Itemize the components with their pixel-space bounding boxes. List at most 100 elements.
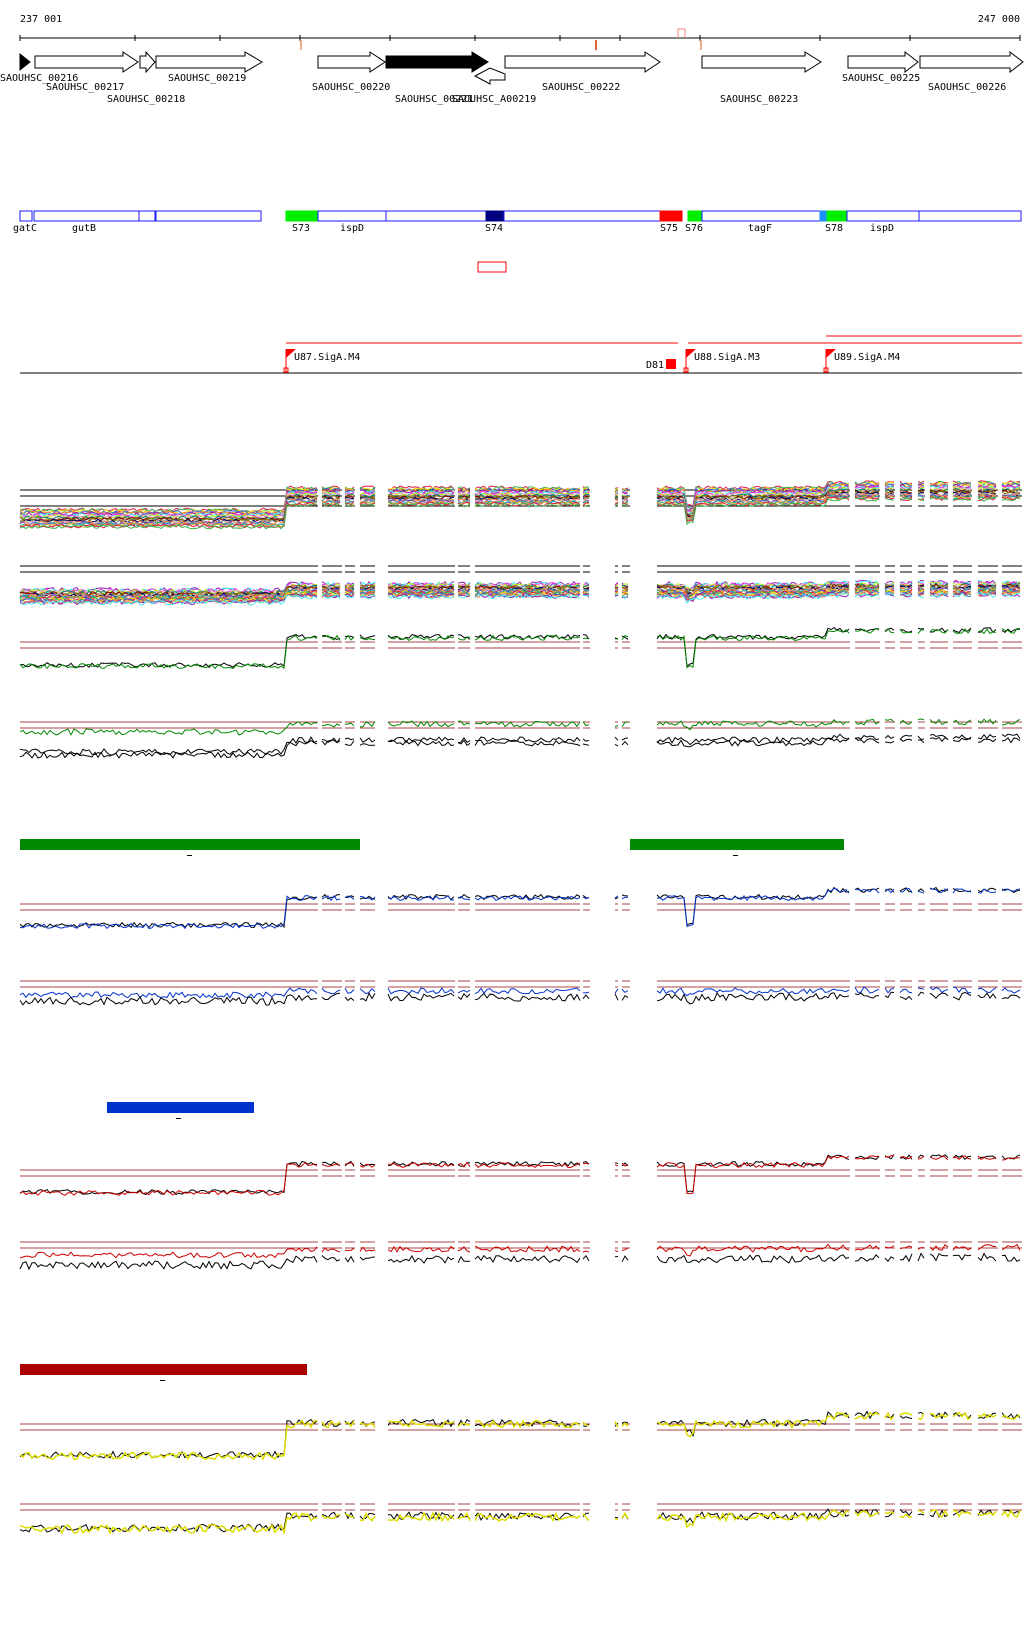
operon-box[interactable] bbox=[385, 210, 487, 222]
signal-trace bbox=[19, 733, 1021, 756]
axis-marker bbox=[300, 40, 302, 50]
promoter-label: U89.SigA.M4 bbox=[834, 352, 900, 363]
threshold-lines bbox=[20, 1169, 1022, 1177]
gene-arrow[interactable] bbox=[701, 51, 822, 73]
condition-bar[interactable] bbox=[20, 839, 360, 850]
signal-trace bbox=[19, 496, 1021, 530]
operon-box[interactable] bbox=[19, 210, 33, 222]
signal-trace bbox=[19, 1509, 1021, 1536]
signal-trace bbox=[19, 481, 1021, 515]
threshold-lines bbox=[20, 641, 1022, 649]
operon-track: gatC gutB S73 ispD S74 S75 S76 tagF S78 … bbox=[13, 210, 1022, 273]
gene-arrow[interactable] bbox=[139, 50, 156, 74]
operon-box[interactable] bbox=[918, 210, 1022, 222]
operon-box[interactable] bbox=[33, 210, 140, 222]
signal-trace bbox=[19, 592, 1021, 606]
feature-outline[interactable] bbox=[477, 261, 507, 273]
axis-end-label: 247 000 bbox=[977, 14, 1020, 25]
promoter-flag[interactable] bbox=[823, 349, 836, 373]
operon-label: S78 bbox=[825, 223, 843, 234]
segment-box[interactable] bbox=[826, 210, 848, 222]
threshold-lines bbox=[20, 903, 1022, 911]
signal-trace bbox=[19, 986, 1021, 999]
signal-trace bbox=[19, 1154, 1021, 1196]
gene-arrow[interactable] bbox=[385, 51, 489, 73]
promoter-label: D81 bbox=[646, 360, 664, 371]
promoter-flag[interactable] bbox=[683, 349, 696, 373]
operon-label: S76 bbox=[685, 223, 703, 234]
gene-arrow[interactable] bbox=[19, 52, 31, 72]
threshold-lines bbox=[20, 1503, 1022, 1511]
operon-box[interactable] bbox=[317, 210, 387, 222]
operon-box[interactable] bbox=[503, 210, 661, 222]
gene-track: SAOUHSC_00216 SAOUHSC_00217 SAOUHSC_0021… bbox=[0, 50, 1024, 105]
axis-start-label: 237 001 bbox=[20, 14, 63, 25]
segment-box[interactable] bbox=[819, 210, 828, 222]
threshold-lines bbox=[20, 721, 1022, 729]
condition-bar[interactable] bbox=[20, 1364, 307, 1375]
signal-trace bbox=[19, 1243, 1021, 1259]
signal-trace bbox=[19, 1252, 1021, 1271]
condition-bar[interactable] bbox=[630, 839, 844, 850]
promoter-track: U87.SigA.M4 D81 U88.SigA.M3 U89.SigA.M4 bbox=[20, 335, 1022, 374]
gene-arrow[interactable] bbox=[317, 51, 386, 73]
promoter-flag[interactable] bbox=[283, 349, 296, 373]
operon-label: tagF bbox=[748, 223, 772, 234]
operon-label: ispD bbox=[870, 223, 894, 234]
operon-label: gatC bbox=[13, 223, 37, 234]
promoter-label: U88.SigA.M3 bbox=[694, 352, 760, 363]
operon-label: S75 bbox=[660, 223, 678, 234]
signal-trace bbox=[19, 627, 1021, 670]
signal-trace bbox=[19, 1155, 1021, 1197]
axis-marker bbox=[700, 40, 702, 50]
operon-label: S74 bbox=[485, 223, 503, 234]
segment-box[interactable] bbox=[285, 210, 319, 222]
gene-label: SAOUHSC_00220 bbox=[312, 82, 390, 93]
gene-arrow[interactable] bbox=[847, 50, 919, 74]
threshold-lines bbox=[20, 980, 1022, 988]
operon-box[interactable] bbox=[138, 210, 156, 222]
signal-trace bbox=[19, 1410, 1021, 1459]
axis-marker bbox=[595, 40, 597, 50]
condition-bars bbox=[20, 839, 844, 1381]
signal-trace bbox=[19, 718, 1021, 736]
gene-label: SAOUHSC_00221 bbox=[395, 94, 473, 105]
gene-label: SAOUHSC_00217 bbox=[46, 82, 124, 93]
operon-box[interactable] bbox=[846, 210, 920, 222]
expression-tracks bbox=[19, 480, 1022, 1536]
promoter-label: U87.SigA.M4 bbox=[294, 352, 360, 363]
signal-trace bbox=[19, 886, 1021, 929]
gene-label: SAOUHSC_00226 bbox=[928, 82, 1006, 93]
gene-label: SAOUHSC_00216 bbox=[0, 73, 78, 84]
segment-box[interactable] bbox=[659, 210, 683, 222]
gene-arrow[interactable] bbox=[504, 51, 661, 73]
gene-label: SAOUHSC_A00219 bbox=[452, 94, 536, 105]
condition-bar-tick bbox=[187, 855, 192, 856]
gene-arrow[interactable] bbox=[34, 51, 139, 73]
gene-arrow[interactable] bbox=[919, 50, 1024, 74]
signal-trace bbox=[19, 1411, 1021, 1461]
operon-label: S73 bbox=[292, 223, 310, 234]
condition-bar-tick bbox=[160, 1380, 165, 1381]
coordinate-axis bbox=[19, 28, 1021, 50]
gene-label: SAOUHSC_00223 bbox=[720, 94, 798, 105]
operon-label: gutB bbox=[72, 223, 96, 234]
condition-bar-tick bbox=[733, 855, 738, 856]
operon-box[interactable] bbox=[701, 210, 821, 222]
signal-trace bbox=[19, 991, 1021, 1006]
promoter-box[interactable] bbox=[666, 359, 676, 369]
condition-bar-tick bbox=[176, 1118, 181, 1119]
gene-arrow[interactable] bbox=[155, 51, 263, 73]
operon-label: ispD bbox=[340, 223, 364, 234]
gene-arrow[interactable] bbox=[473, 67, 506, 85]
gene-label: SAOUHSC_00219 bbox=[168, 73, 246, 84]
gene-label: SAOUHSC_00225 bbox=[842, 73, 920, 84]
axis-marker bbox=[677, 28, 686, 38]
gene-label: SAOUHSC_00218 bbox=[107, 94, 185, 105]
threshold-lines bbox=[20, 565, 1022, 573]
condition-bar[interactable] bbox=[107, 1102, 254, 1113]
segment-box[interactable] bbox=[687, 210, 703, 222]
segment-box[interactable] bbox=[485, 210, 505, 222]
operon-box[interactable] bbox=[155, 210, 262, 222]
